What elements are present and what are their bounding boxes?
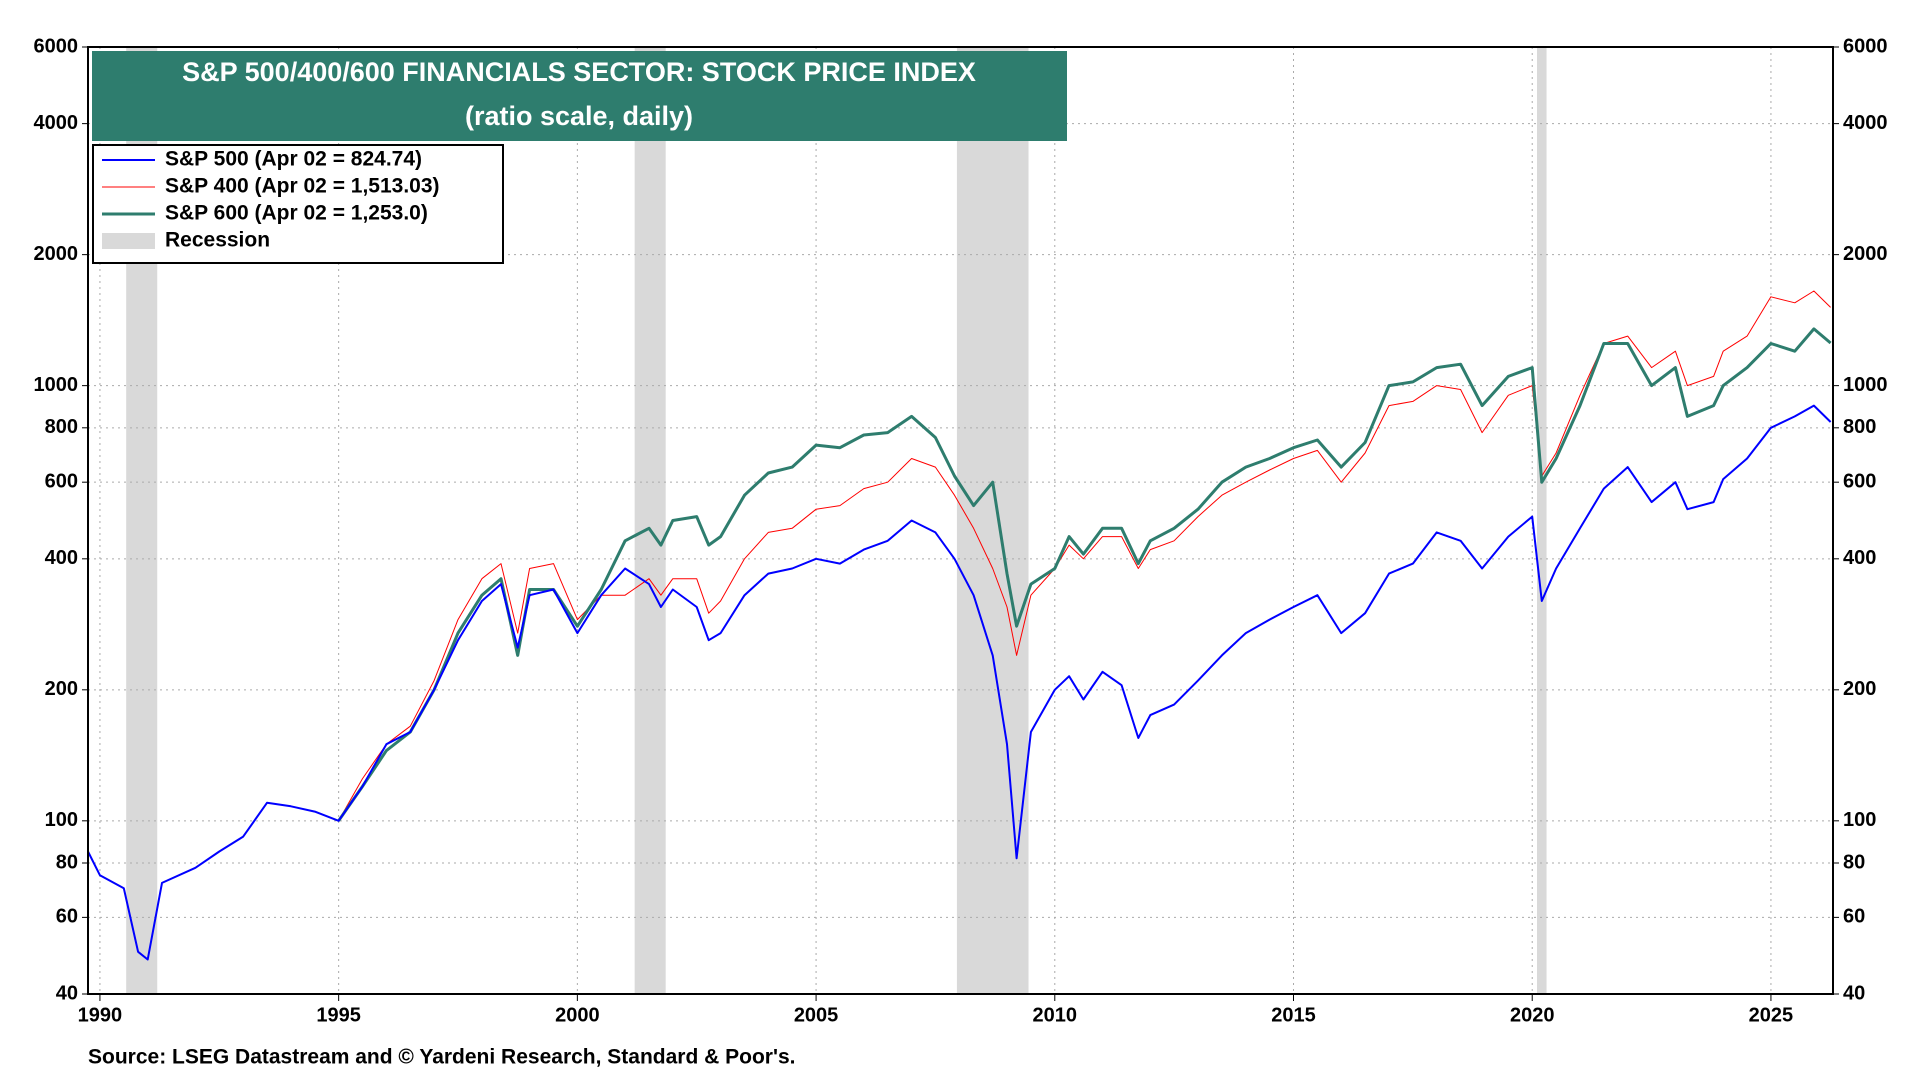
y2-tick-label: 60	[1843, 906, 1865, 928]
recession-band	[634, 47, 666, 994]
x-tick-label: 2000	[555, 1004, 600, 1026]
y2-tick-label: 2000	[1843, 243, 1888, 265]
y-tick-label: 600	[45, 470, 78, 492]
y-tick-label: 2000	[34, 243, 79, 265]
y2-tick-label: 800	[1843, 416, 1876, 438]
y-tick-label: 1000	[34, 374, 79, 396]
x-tick-label: 1995	[316, 1004, 361, 1026]
y2-tick-label: 6000	[1843, 35, 1888, 57]
y2-tick-label: 600	[1843, 470, 1876, 492]
y-tick-label: 200	[45, 678, 78, 700]
source-note: Source: LSEG Datastream and © Yardeni Re…	[88, 1046, 795, 1069]
x-tick-label: 1990	[78, 1004, 123, 1026]
y-tick-label: 60	[56, 906, 78, 928]
series-line	[337, 327, 1832, 822]
series-line	[338, 290, 1831, 822]
series-line	[87, 404, 1832, 961]
legend-label: S&P 600 (Apr 02 = 1,253.0)	[165, 202, 428, 225]
y2-tick-label: 4000	[1843, 112, 1888, 134]
plot-frame	[87, 46, 1834, 995]
y2-tick-label: 400	[1843, 547, 1876, 569]
legend-box	[92, 144, 504, 264]
y2-tick-label: 200	[1843, 678, 1876, 700]
recession-band	[1536, 47, 1547, 994]
x-tick-label: 2015	[1271, 1004, 1316, 1026]
x-tick-label: 2025	[1749, 1004, 1794, 1026]
chart-title: S&P 500/400/600 FINANCIALS SECTOR: STOCK…	[182, 57, 976, 87]
y2-tick-label: 100	[1843, 809, 1876, 831]
y-tick-label: 4000	[34, 112, 79, 134]
chart-subtitle: (ratio scale, daily)	[465, 101, 693, 131]
x-tick-label: 2010	[1033, 1004, 1078, 1026]
legend-label: S&P 400 (Apr 02 = 1,513.03)	[165, 175, 440, 198]
x-tick-label: 2005	[794, 1004, 839, 1026]
y2-tick-label: 80	[1843, 851, 1865, 873]
y-tick-label: 6000	[34, 35, 79, 57]
y-tick-label: 80	[56, 851, 78, 873]
y2-tick-label: 1000	[1843, 374, 1888, 396]
y-tick-label: 40	[56, 982, 78, 1004]
x-tick-label: 2020	[1510, 1004, 1555, 1026]
legend-label: S&P 500 (Apr 02 = 824.74)	[165, 148, 422, 171]
legend-swatch	[102, 233, 155, 249]
legend-label: Recession	[165, 229, 270, 252]
y-tick-label: 100	[45, 809, 78, 831]
y-tick-label: 400	[45, 547, 78, 569]
y2-tick-label: 40	[1843, 982, 1865, 1004]
title-box	[92, 51, 1067, 141]
y-tick-label: 800	[45, 416, 78, 438]
